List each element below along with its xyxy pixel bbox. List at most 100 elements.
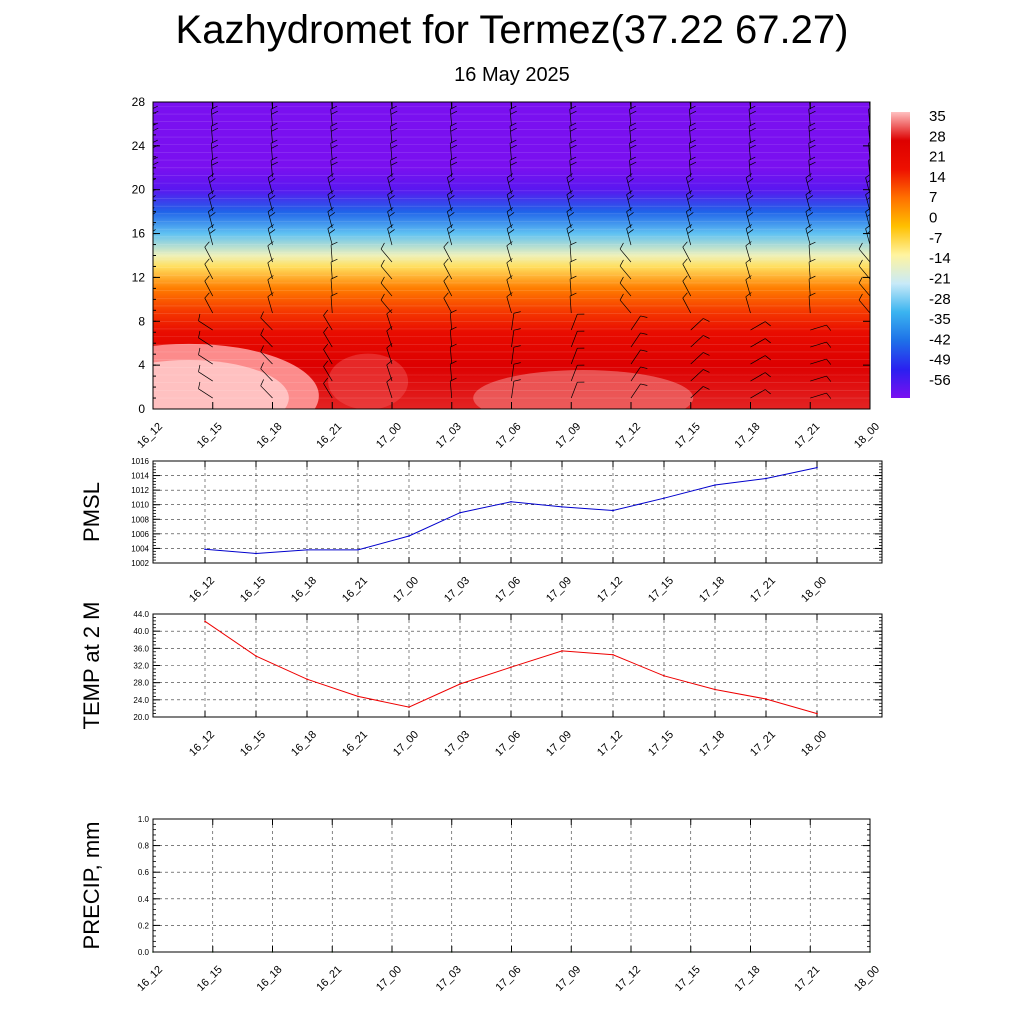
- wind-barb-flag: [267, 224, 274, 229]
- wind-barb-flag: [323, 343, 329, 350]
- wind-barb-staff: [570, 382, 578, 399]
- wind-barb-staff: [506, 211, 512, 229]
- heatmap-x-tick-label: 17_12: [613, 421, 643, 451]
- wind-barb-staff: [682, 263, 692, 280]
- wind-barb-flag: [869, 89, 875, 92]
- wind-barb-flag: [858, 242, 863, 250]
- wind-barb-flag: [260, 311, 264, 318]
- wind-barb-flag: [271, 144, 278, 149]
- wind-barb-staff: [570, 331, 578, 348]
- wind-barb-flag: [267, 241, 274, 247]
- heatmap-y-tick-label: 16: [132, 227, 146, 241]
- wind-barb-flag: [447, 173, 454, 178]
- wind-barb-staff: [330, 126, 333, 144]
- wind-barb-staff: [626, 211, 632, 229]
- wind-barb-staff: [330, 109, 333, 127]
- wind-barb-staff: [330, 160, 333, 178]
- wind-barb-flag: [686, 224, 693, 229]
- wind-barb-staff: [869, 363, 870, 365]
- wind-barb-flag: [887, 397, 890, 403]
- heatmap-x-tick-label: 17_15: [673, 421, 703, 451]
- wind-barb-flag: [450, 89, 456, 92]
- wind-barb-flag: [805, 190, 812, 195]
- wind-barb-flag: [626, 224, 633, 229]
- wind-barb-staff: [690, 352, 704, 365]
- x-tick-label: 17_03: [434, 964, 464, 994]
- wind-barb-flag: [689, 161, 697, 166]
- wind-barb-staff: [447, 211, 453, 229]
- wind-barb-staff: [686, 194, 692, 212]
- wind-barb-staff: [210, 109, 214, 127]
- wind-barb-flag: [506, 275, 513, 281]
- wind-barb-flag: [689, 144, 697, 149]
- y-tick-label: 1002: [131, 559, 149, 568]
- wind-barb-flag: [211, 139, 218, 144]
- wind-barb-flag: [450, 326, 457, 331]
- wind-barb-flag: [748, 139, 756, 144]
- wind-barb-flag: [687, 195, 694, 200]
- wind-barb-staff: [386, 313, 393, 331]
- wind-barb-flag: [865, 174, 870, 178]
- wind-barb-staff: [198, 354, 213, 365]
- wind-barb-flag: [887, 380, 890, 386]
- heatmap-x-tick-label: 16_12: [135, 421, 165, 451]
- wind-barb-flag: [806, 229, 814, 234]
- wind-barb-staff: [198, 388, 213, 399]
- wind-barb-flag: [450, 144, 458, 149]
- wind-barb-flag: [327, 190, 334, 195]
- data-point: [663, 497, 665, 499]
- data-point: [816, 466, 818, 469]
- wind-barb-flag: [513, 328, 521, 331]
- wind-barb-staff: [449, 347, 453, 365]
- wind-barb-flag: [869, 94, 875, 97]
- wind-barb-flag: [267, 190, 274, 195]
- wind-barb-flag: [627, 229, 634, 234]
- colorbar-label: -56: [929, 372, 951, 389]
- data-point: [561, 650, 563, 652]
- wind-barb-staff: [208, 211, 214, 229]
- wind-barb-staff: [865, 177, 870, 195]
- wind-barb-flag: [703, 386, 710, 390]
- data-point: [816, 712, 818, 715]
- wind-barb-flag: [267, 275, 274, 281]
- x-tick-label: 17_21: [748, 575, 778, 605]
- panel-background: [153, 461, 882, 563]
- wind-barb-flag: [703, 369, 710, 373]
- wind-barb-flag: [204, 258, 210, 265]
- x-tick-label: 16_15: [238, 729, 268, 759]
- warm-core-2: [473, 370, 694, 409]
- wind-barb-flag: [204, 241, 210, 248]
- x-tick-label: 17_12: [613, 964, 643, 994]
- wind-barb-flag: [806, 212, 814, 217]
- wind-barb-staff: [387, 228, 393, 246]
- wind-barb-staff: [449, 330, 453, 348]
- wind-barb-flag: [566, 224, 573, 229]
- wind-barb-staff: [869, 397, 870, 399]
- wind-barb-flag: [271, 94, 277, 97]
- wind-barb-flag: [749, 161, 756, 166]
- wind-barb-flag: [687, 229, 694, 234]
- wind-barb-flag: [808, 122, 816, 127]
- chart-subtitle: 16 May 2025: [454, 64, 570, 86]
- y-tick-label: 24.0: [133, 696, 149, 705]
- wind-barb-flag: [689, 139, 696, 144]
- wind-barb-flag: [510, 94, 516, 97]
- data-point: [765, 698, 767, 700]
- wind-barb-flag: [745, 190, 752, 195]
- wind-barb-flag: [390, 110, 398, 115]
- wind-barb-staff: [153, 397, 154, 399]
- x-tick-label: 17_06: [494, 964, 524, 994]
- wind-barb-flag: [865, 225, 870, 229]
- colorbar-label: -49: [929, 352, 951, 369]
- wind-barb-flag: [748, 156, 756, 161]
- x-tick-label: 17_09: [544, 729, 574, 759]
- x-tick-label: 16_18: [289, 729, 319, 759]
- wind-barb-staff: [323, 315, 333, 331]
- wind-barb-flag: [513, 362, 521, 365]
- wind-barb-flag: [809, 89, 815, 92]
- wind-barb-staff: [748, 160, 751, 178]
- wind-barb-staff: [805, 194, 811, 212]
- x-tick-label: 17_09: [553, 964, 583, 994]
- wind-barb-staff: [569, 143, 572, 161]
- wind-barb-flag: [153, 156, 158, 160]
